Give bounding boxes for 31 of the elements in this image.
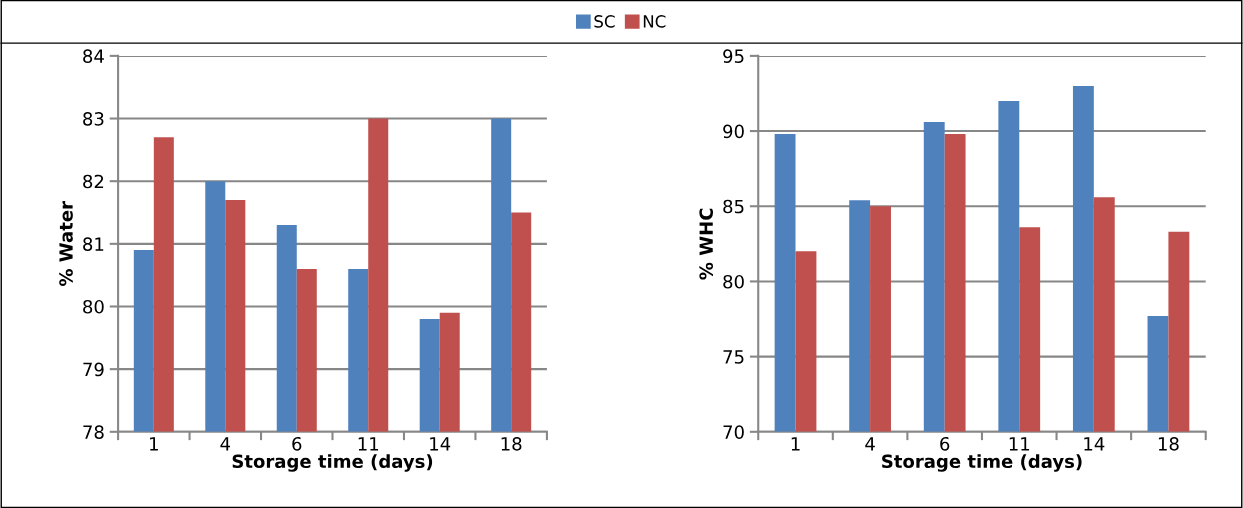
- x-axis-title: Storage time (days): [882, 454, 1082, 472]
- x-tick-label: 6: [940, 436, 950, 451]
- y-tick-label: 90: [723, 124, 744, 139]
- y-tick-label: 83: [83, 111, 104, 126]
- x-axis-title: Storage time (days): [232, 454, 433, 472]
- x-tick-label: 4: [220, 437, 231, 451]
- x-tick-label: 18: [1158, 436, 1179, 451]
- legend-label: SC: [594, 15, 615, 28]
- y-tick-label: 80: [723, 274, 744, 289]
- x-tick-label: 4: [865, 437, 875, 451]
- x-tick-label: 11: [358, 437, 379, 451]
- y-axis-title: % Water: [59, 201, 73, 287]
- x-tick-label: 14: [430, 437, 451, 451]
- y-tick-label: 75: [723, 350, 744, 364]
- x-tick-label: 1: [150, 437, 158, 451]
- y-tick-label: 85: [723, 199, 744, 214]
- y-tick-label: 95: [723, 49, 744, 63]
- x-tick-label: 18: [501, 436, 522, 451]
- x-tick-label: 1: [791, 437, 800, 451]
- y-tick-label: 79: [83, 362, 104, 377]
- legend-label: NC: [643, 15, 666, 28]
- x-tick-label: 6: [292, 436, 302, 451]
- x-tick-label: 14: [1084, 437, 1105, 451]
- y-tick-label: 84: [83, 49, 104, 63]
- y-tick-label: 70: [723, 425, 744, 439]
- y-tick-label: 81: [83, 237, 104, 251]
- x-tick-label: 11: [1009, 437, 1030, 451]
- y-tick-label: 80: [83, 299, 104, 314]
- y-axis-title: % WHC: [699, 208, 714, 280]
- y-tick-label: 78: [83, 425, 104, 439]
- y-tick-label: 82: [83, 174, 104, 189]
